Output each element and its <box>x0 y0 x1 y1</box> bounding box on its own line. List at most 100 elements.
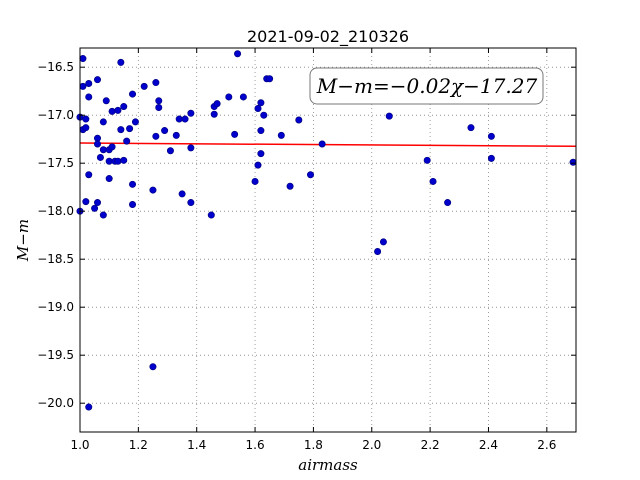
data-point <box>94 199 102 207</box>
data-point <box>79 82 87 90</box>
data-point <box>379 238 387 246</box>
data-point <box>85 80 93 88</box>
data-point <box>120 103 128 111</box>
data-point <box>181 115 189 123</box>
y-tick-label: −18.5 <box>37 252 74 266</box>
annotation-text: M−m=−0.02χ−17.27 <box>316 74 538 98</box>
data-point <box>254 104 262 112</box>
fit-line-group <box>79 142 577 148</box>
data-point <box>257 150 265 158</box>
x-tick-label: 2.0 <box>362 438 381 452</box>
y-tick-label: −20.0 <box>37 396 74 410</box>
data-point <box>374 248 382 256</box>
data-point <box>467 124 475 132</box>
x-tick-label: 1.0 <box>70 438 89 452</box>
data-point <box>423 156 431 164</box>
annotation-box <box>309 67 544 105</box>
data-point <box>120 156 128 164</box>
data-point <box>152 132 160 140</box>
y-tick-label: −17.0 <box>37 108 74 122</box>
data-point <box>266 75 274 83</box>
data-point <box>306 171 314 179</box>
data-point <box>277 131 285 139</box>
x-tick-label: 1.6 <box>246 438 265 452</box>
data-point <box>129 200 137 208</box>
data-point <box>82 115 90 123</box>
data-point <box>94 76 102 84</box>
data-point <box>149 363 157 371</box>
data-point <box>318 140 326 148</box>
data-point <box>129 90 137 98</box>
x-tick-label: 1.8 <box>304 438 323 452</box>
data-point <box>140 82 148 90</box>
data-point <box>295 116 303 124</box>
data-point <box>152 79 160 87</box>
data-point <box>79 55 87 63</box>
data-point <box>94 134 102 142</box>
data-point <box>187 109 195 117</box>
data-point <box>569 158 577 166</box>
data-point <box>210 110 218 118</box>
data-point <box>251 177 259 185</box>
data-point <box>239 93 247 101</box>
data-points <box>76 50 577 411</box>
data-point <box>82 124 90 132</box>
data-point <box>172 131 180 139</box>
data-point <box>117 126 125 134</box>
data-point <box>487 132 495 140</box>
data-point <box>117 58 125 66</box>
data-point <box>108 143 116 151</box>
data-point <box>102 97 110 105</box>
data-point <box>123 137 131 145</box>
fit-annotation: M−m=−0.02χ−17.27 <box>309 67 544 105</box>
data-point <box>105 175 113 183</box>
data-point <box>82 198 90 206</box>
data-point <box>260 111 268 119</box>
data-point <box>108 107 116 115</box>
grid-lines <box>79 48 576 432</box>
data-point <box>129 180 137 188</box>
data-point <box>105 157 113 165</box>
data-point <box>225 93 233 101</box>
data-point <box>155 104 163 112</box>
data-point <box>85 403 93 411</box>
x-tick-label: 2.6 <box>537 438 556 452</box>
chart-title: 2021-09-02_210326 <box>247 27 409 47</box>
data-point <box>234 50 242 58</box>
data-point <box>175 115 183 123</box>
y-tick-label: −18.0 <box>37 204 74 218</box>
y-tick-labels: −16.5 −17.0 −17.5 −18.0 −18.5 −19.0 −19.5 −20.0 <box>37 60 74 410</box>
data-point <box>487 154 495 162</box>
data-point <box>99 211 107 219</box>
x-axis-label: airmass <box>298 456 358 474</box>
data-point <box>99 118 107 126</box>
data-point <box>91 204 99 212</box>
fit-line <box>79 142 577 148</box>
data-point <box>99 146 107 154</box>
data-point <box>286 182 294 190</box>
y-tick-label: −17.5 <box>37 156 74 170</box>
plot-frame <box>79 47 577 433</box>
x-tick-label: 1.2 <box>129 438 148 452</box>
data-point <box>207 211 215 219</box>
data-point <box>161 127 169 135</box>
data-point <box>126 125 134 133</box>
data-point <box>257 127 265 135</box>
data-point <box>444 199 452 207</box>
y-tick-label: −19.0 <box>37 300 74 314</box>
x-tick-label: 1.4 <box>187 438 206 452</box>
y-axis-label: M−m <box>14 219 32 262</box>
data-point <box>213 100 221 108</box>
data-point <box>85 93 93 101</box>
y-tick-label: −16.5 <box>37 60 74 74</box>
data-point <box>114 106 122 114</box>
x-tick-labels: 1.0 1.2 1.4 1.6 1.8 2.0 2.2 2.4 2.6 <box>70 438 556 452</box>
x-tick-label: 2.4 <box>479 438 498 452</box>
data-point <box>231 130 239 138</box>
data-point <box>429 177 437 185</box>
data-point <box>96 153 104 161</box>
data-point <box>131 118 139 126</box>
axis-ticks <box>79 48 576 432</box>
data-point <box>178 190 186 198</box>
